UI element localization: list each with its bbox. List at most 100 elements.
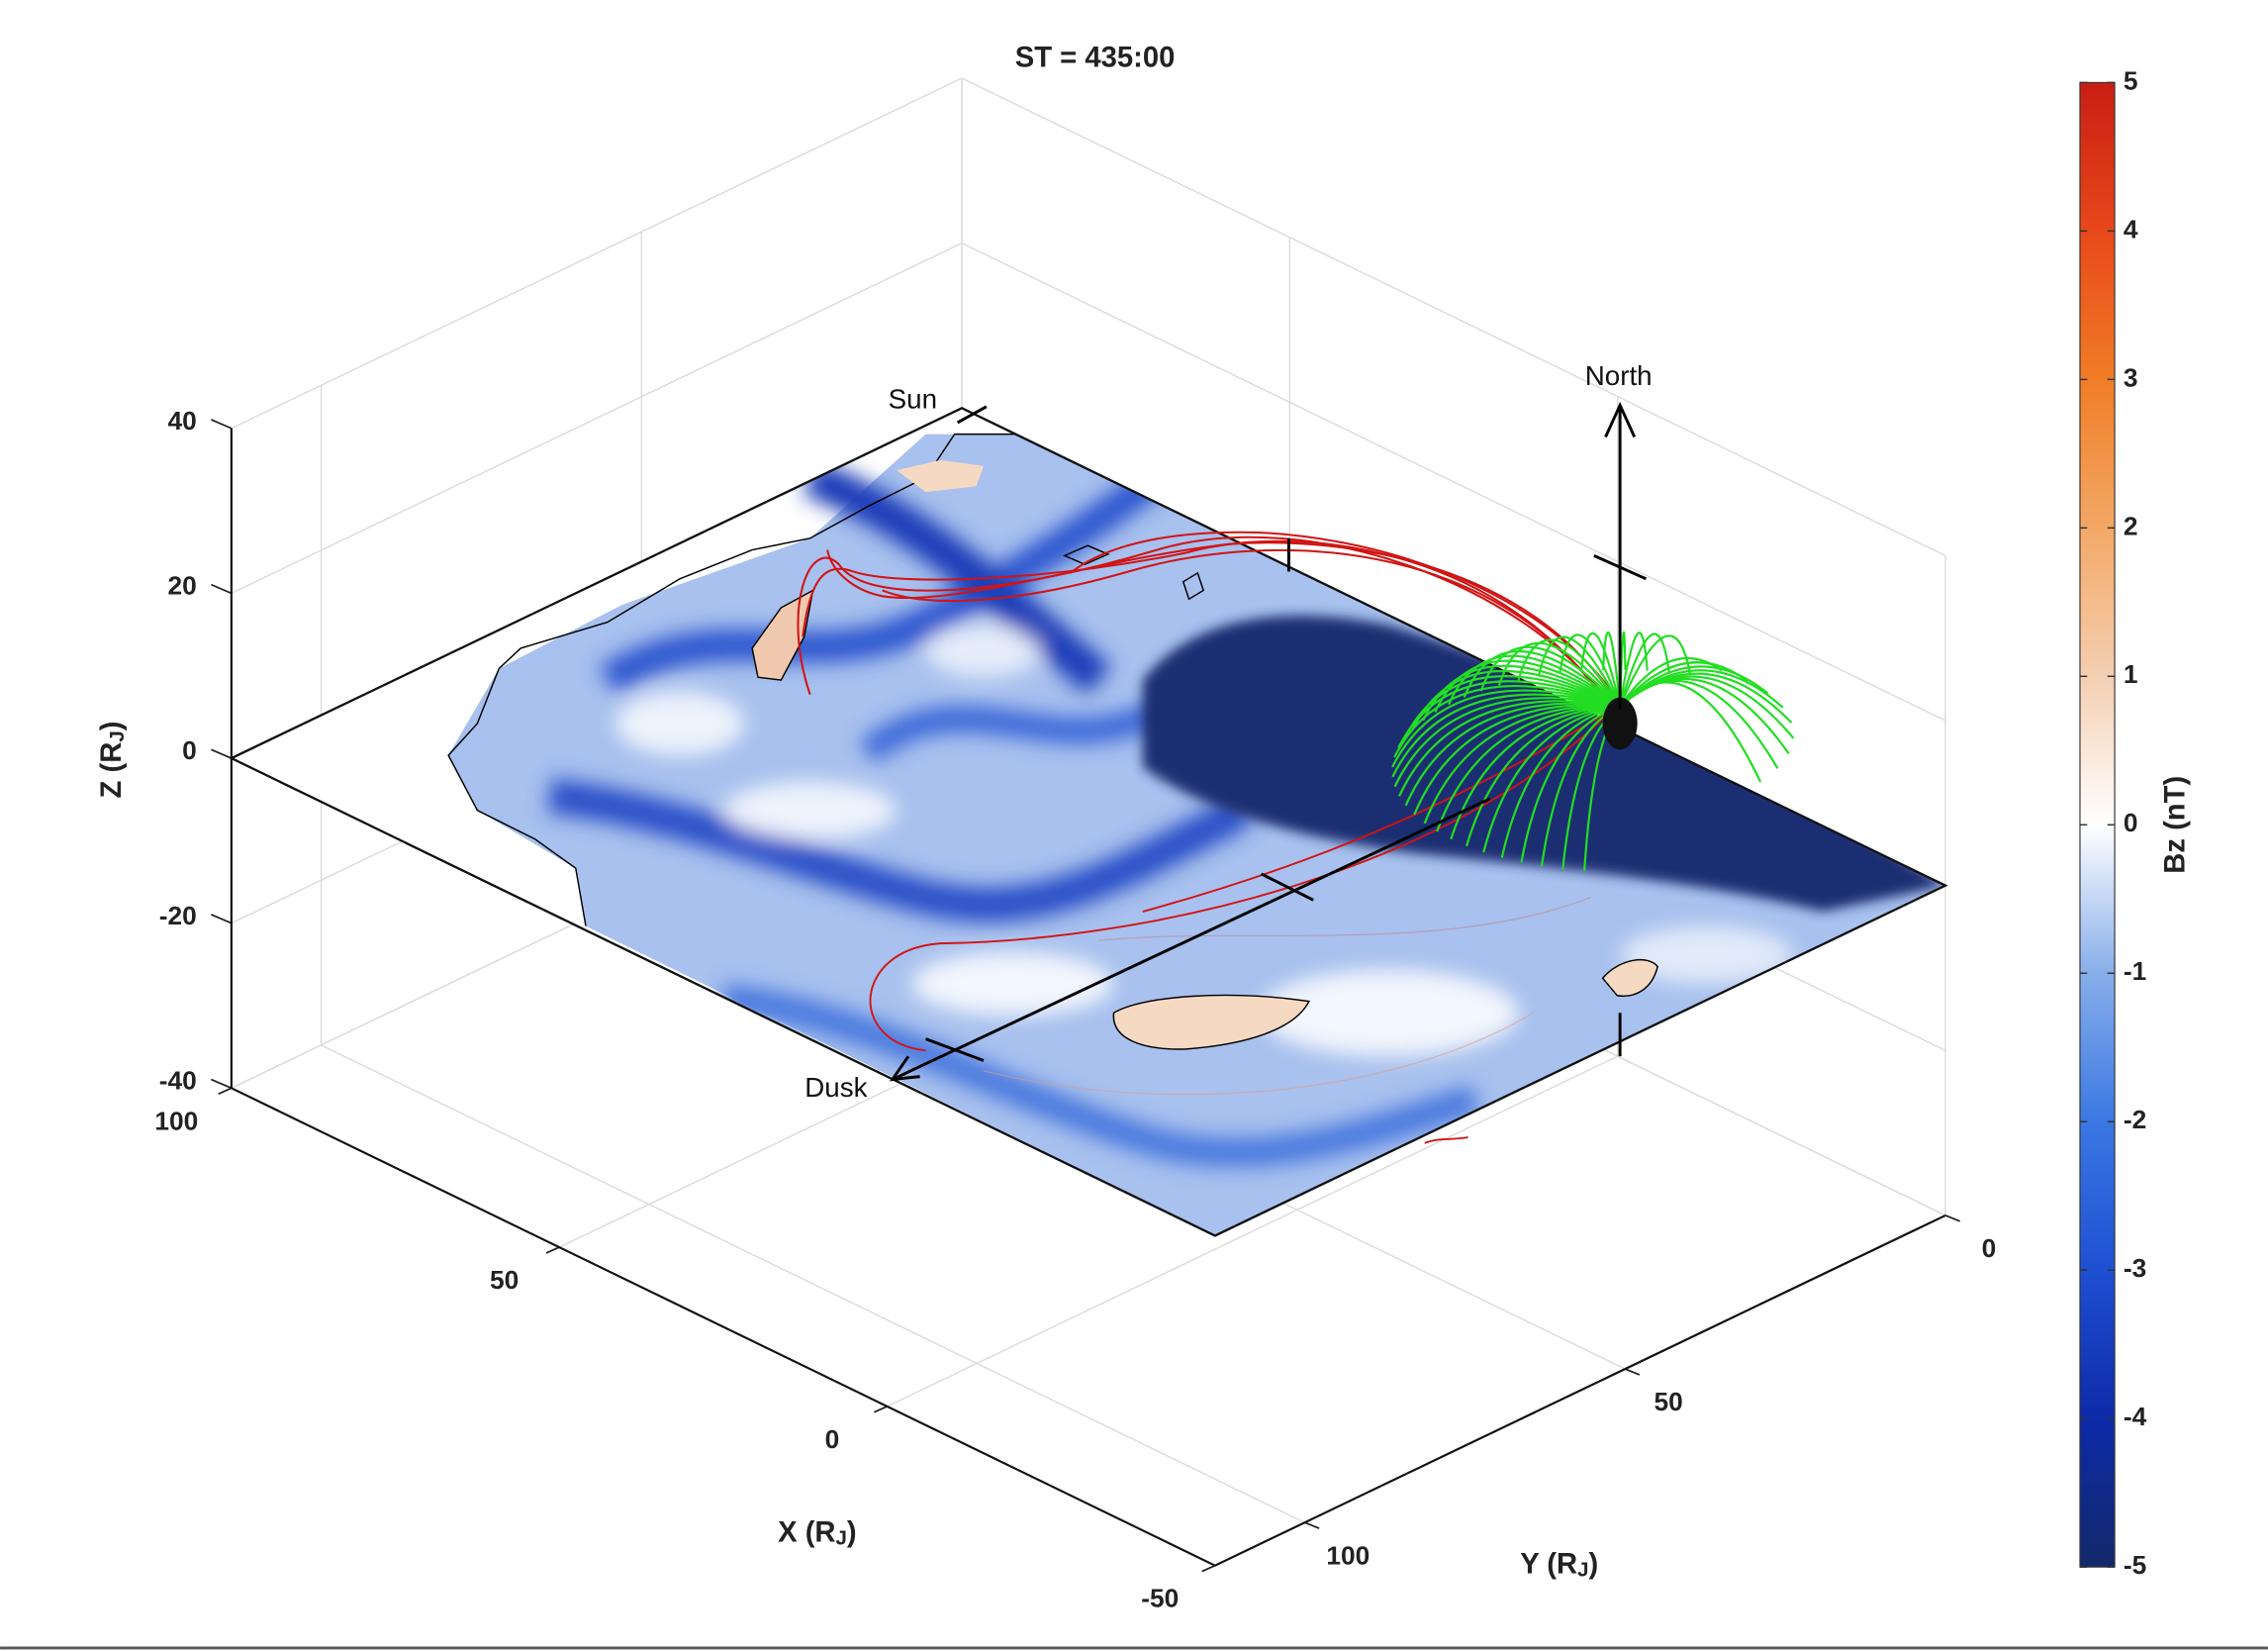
colorbar-tick-label: -3	[2124, 1253, 2146, 1283]
colorbar-tick-label: 1	[2124, 659, 2138, 689]
colorbar-tick-label: -1	[2124, 956, 2146, 986]
surface-texture	[547, 459, 1794, 1168]
red-field-line	[1424, 1136, 1468, 1144]
red-field-line	[826, 541, 1619, 705]
dipole-loop	[1619, 632, 1670, 707]
dipole-loop	[1436, 705, 1621, 832]
y-tick-label: 100	[1326, 1540, 1370, 1570]
red-field-line	[802, 539, 1610, 707]
z-tick	[211, 583, 233, 595]
red-field-line	[1070, 531, 1621, 705]
z-axis-label: Z (RJ)	[96, 722, 130, 799]
surface-spot	[722, 781, 898, 839]
z-tick	[211, 914, 233, 924]
x-tick	[874, 1406, 888, 1413]
dipole-loop	[1463, 650, 1621, 708]
label-subscript: J	[836, 1527, 847, 1550]
x-tick-label: 50	[490, 1265, 519, 1295]
x-tick	[1201, 1564, 1216, 1573]
arrow-crossbar	[1260, 872, 1314, 902]
grid-line	[321, 1044, 1305, 1523]
z-tick	[211, 748, 233, 759]
contour-patch	[1601, 959, 1658, 998]
label-subscript: J	[1577, 1559, 1588, 1582]
dipole-loop	[1413, 704, 1621, 816]
sun-marker	[956, 405, 988, 425]
dipole-loop	[1465, 705, 1621, 847]
grid-line	[961, 77, 1946, 557]
label-part: )	[96, 722, 128, 731]
field-lines	[797, 531, 1621, 1144]
colorbar-tick-label: 5	[2124, 65, 2138, 95]
axes: -50 0 50 100 0 50 100 -40 -20 0 20 40	[154, 406, 1996, 1613]
colorbar-tick-label: 4	[2124, 214, 2138, 243]
z-tick-label: -40	[159, 1065, 197, 1095]
dipole-loop	[1398, 700, 1621, 797]
annotation: Sun	[889, 383, 937, 414]
z-tick-label: 20	[168, 570, 197, 600]
x-tick-label: 0	[825, 1424, 840, 1454]
surface-spot	[1258, 969, 1519, 1057]
dipole-loop	[1450, 705, 1621, 840]
dipole-loop	[1497, 641, 1622, 708]
label-part: Z (R	[96, 742, 128, 799]
dipole-loop	[1391, 693, 1621, 778]
colorbar-tick-label: -2	[2124, 1105, 2146, 1134]
label-part: Y (R	[1520, 1548, 1577, 1580]
red-field-line	[869, 715, 1607, 1052]
arrow-crossbar	[1593, 554, 1648, 581]
colorbar: -5 -4 -3 -2 -1 0 1 2 3 4 5	[2079, 65, 2147, 1580]
grid-line	[887, 1055, 1619, 1408]
annotation: Dusk	[804, 1072, 867, 1103]
z-tick-label: 40	[168, 406, 197, 436]
x-axis-line	[231, 1087, 1216, 1567]
y-tick	[1624, 1368, 1641, 1376]
dipole-loop	[1602, 631, 1622, 707]
dipole-loop	[1393, 684, 1621, 758]
colorbar-label: Bz (nT)	[2160, 776, 2192, 874]
x-tick-label: 100	[154, 1106, 198, 1135]
x-axis-label: X (RJ)	[778, 1516, 857, 1550]
annotation: North	[1585, 360, 1653, 391]
contour-line	[447, 668, 587, 926]
surface-streak	[803, 459, 1112, 695]
grid-line	[961, 242, 1946, 722]
contour-patch	[1181, 571, 1205, 601]
dipole-loop	[1559, 633, 1622, 707]
y-tick-label: 0	[1982, 1233, 1997, 1263]
dipole-loop	[1520, 705, 1621, 863]
grid-line	[231, 77, 963, 430]
grid-line	[231, 242, 963, 595]
y-tick-label: 50	[1654, 1387, 1682, 1416]
dipole-loop	[1482, 705, 1621, 853]
z-tick	[211, 419, 233, 430]
contour-patch	[1062, 544, 1110, 565]
y-tick	[1304, 1521, 1320, 1529]
z-tick	[211, 1078, 233, 1090]
arrow-crossbar	[924, 1037, 985, 1062]
dipole-loop	[1537, 635, 1622, 707]
colorbar-tick-label: 0	[2124, 808, 2138, 837]
faint-field-line	[1098, 896, 1592, 941]
y-axis-label: Y (RJ)	[1520, 1548, 1598, 1582]
surface-spot	[614, 691, 745, 756]
chart-title: ST = 435:00	[1015, 43, 1176, 74]
dipole-field	[1391, 631, 1795, 872]
dipole-loop	[1422, 664, 1621, 722]
contour-patch	[1112, 994, 1310, 1050]
surface-streak	[547, 778, 1252, 923]
surface-streak	[599, 464, 1168, 694]
colorbar-tick-label: 3	[2124, 362, 2138, 392]
contour-patch	[897, 459, 984, 493]
dipole-loop	[1579, 632, 1622, 707]
dusk-arrow	[892, 797, 1491, 1081]
dipole-loop	[1391, 689, 1621, 768]
dipole-loop	[1517, 638, 1622, 708]
surface-spot	[910, 951, 1114, 1017]
y-tick	[1944, 1214, 1960, 1222]
dipole-loop	[1393, 697, 1621, 788]
label-subscript: J	[106, 730, 129, 741]
red-field-line	[1142, 708, 1614, 913]
